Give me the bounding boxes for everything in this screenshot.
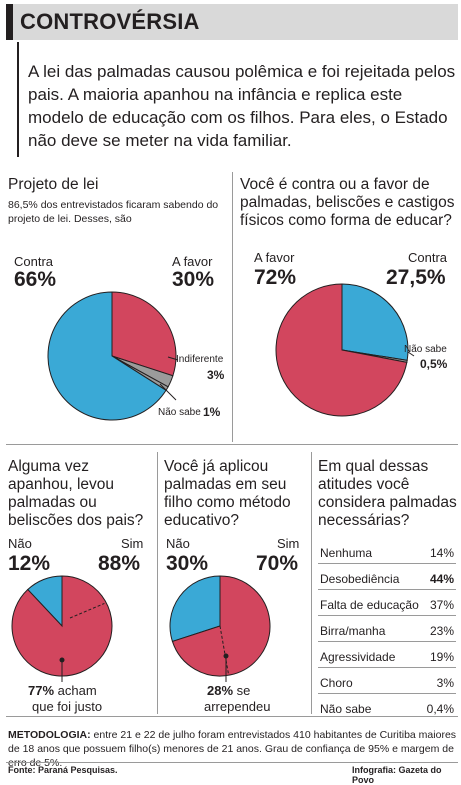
row-divider <box>318 641 456 642</box>
q1-indif-pct: 3% <box>207 368 225 382</box>
q1-slice-a-favor <box>111 291 177 377</box>
row-divider <box>318 693 456 694</box>
q4-slice-nao <box>169 575 221 643</box>
header-band <box>6 4 458 40</box>
q2-favor-label: A favor <box>254 250 295 265</box>
q3-sim-pct: 88% <box>98 552 141 575</box>
q3-note-pct: 77% <box>28 683 55 698</box>
q4-sim-label: Sim <box>277 536 300 551</box>
q4-sim-pct: 70% <box>256 552 299 575</box>
divider-source <box>6 762 458 763</box>
q1-contra-label: Contra <box>14 254 54 269</box>
row-value: 3% <box>436 676 454 690</box>
q1-subtitle: 86,5% dos entrevistados ficaram sabendo … <box>8 199 219 225</box>
row-divider <box>318 563 456 564</box>
q4-note-text1: se <box>236 683 251 698</box>
q1-favor-label: A favor <box>172 254 213 269</box>
table-row: Nenhuma 14% <box>318 538 456 564</box>
q2-title: Você é contra ou a favor de palmadas, be… <box>240 176 455 229</box>
q3-title: Alguma vez apanhou, levou palmadas ou be… <box>8 458 144 529</box>
row-value: 23% <box>429 624 454 638</box>
q4-title: Você já aplicou palmadas em seu filho co… <box>164 458 291 529</box>
page-title: CONTROVÉRSIA <box>20 9 200 34</box>
q2-slice-a-favor <box>275 283 408 417</box>
q2-slice-contra <box>341 283 409 361</box>
header-accent-bar <box>6 4 13 40</box>
row-value: 19% <box>429 650 454 664</box>
row-label: Agressividade <box>320 650 396 664</box>
divider-bottom-right <box>311 452 312 714</box>
q4-slice-sim <box>171 575 271 677</box>
table-row: Não sabe 0,4% <box>318 694 456 720</box>
q4-nao-label: Não <box>166 536 190 551</box>
row-value: 14% <box>429 546 454 560</box>
intro-accent-bar <box>17 42 19 157</box>
methodology-note: METODOLOGIA: entre 21 e 22 de julho fora… <box>8 728 458 770</box>
q3-note-line1: 77% acham <box>28 683 97 698</box>
q4-note-line1: 28% se <box>207 683 250 698</box>
q3-sim-label: Sim <box>121 536 144 551</box>
q2-contra-pct: 27,5% <box>386 266 446 289</box>
q3-note-text2: que foi justo <box>32 699 103 714</box>
q4-dashed-divider <box>219 625 229 674</box>
q1-naosabe-label: Não sabe <box>158 407 201 418</box>
table-row: Birra/manha 23% <box>318 616 456 642</box>
q3-dashed-divider <box>69 603 105 619</box>
divider-bottom-left <box>157 452 158 714</box>
q3-nao-label: Não <box>8 536 32 551</box>
q2-naosabe-leader <box>407 351 415 357</box>
methodology-label: METODOLOGIA: <box>8 729 91 741</box>
q1-slice-contra <box>47 291 167 421</box>
row-label: Não sabe <box>320 702 372 716</box>
q1-naosabe-pct: 1% <box>203 405 221 419</box>
row-value: 37% <box>429 598 454 612</box>
credit-text: Infografia: Gazeta do Povo <box>352 765 442 785</box>
divider-top <box>232 172 233 442</box>
q1-naosabe-leader <box>159 383 177 401</box>
source-text: Fonte: Paraná Pesquisas. <box>8 765 118 775</box>
row-divider <box>318 589 456 590</box>
table-row: Agressividade 19% <box>318 642 456 668</box>
row-label: Falta de educação <box>320 598 419 612</box>
q1-contra-pct: 66% <box>14 268 57 291</box>
q1-indif-leader <box>167 356 179 361</box>
q3-nao-pct: 12% <box>8 552 51 575</box>
row-value: 0,4% <box>426 702 454 716</box>
table-row: Choro 3% <box>318 668 456 694</box>
q1-indif-label: Indiferente <box>176 354 224 365</box>
q1-title: Projeto de lei <box>8 176 99 193</box>
row-label: Birra/manha <box>320 624 386 638</box>
methodology-text: entre 21 e 22 de julho foram entrevistad… <box>8 729 457 769</box>
row-divider <box>318 615 456 616</box>
q4-nao-pct: 30% <box>166 552 209 575</box>
row-label: Nenhuma <box>320 546 373 560</box>
q4-note-text2: arrependeu <box>204 699 271 714</box>
q3-note-text1: acham <box>57 683 97 698</box>
q3-slice-sim <box>11 575 113 677</box>
table-row: Desobediência 44% <box>318 564 456 590</box>
row-label: Desobediência <box>320 572 400 586</box>
q5-title: Em qual dessas atitudes você considera p… <box>318 458 457 529</box>
row-value: 44% <box>429 572 454 586</box>
q4-note-pct: 28% <box>207 683 234 698</box>
table-row: Falta de educação 37% <box>318 590 456 616</box>
q2-contra-label: Contra <box>408 250 448 265</box>
q1-favor-pct: 30% <box>172 268 215 291</box>
row-label: Choro <box>320 676 353 690</box>
q2-naosabe-pct: 0,5% <box>420 357 448 371</box>
row-divider <box>318 667 456 668</box>
intro-text: A lei das palmadas causou polêmica e foi… <box>28 62 456 150</box>
q2-naosabe-label: Não sabe <box>404 344 447 355</box>
divider-middle <box>6 444 458 445</box>
divider-footer <box>6 716 458 717</box>
q2-favor-pct: 72% <box>254 266 297 289</box>
